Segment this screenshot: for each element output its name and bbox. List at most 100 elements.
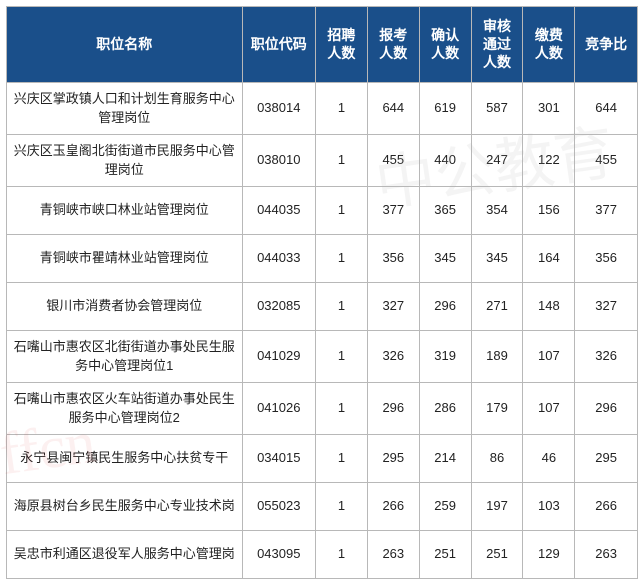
cell-name: 银川市消费者协会管理岗位 (7, 282, 243, 330)
cell-ratio: 455 (575, 134, 638, 186)
cell-ratio: 295 (575, 434, 638, 482)
cell-approved: 197 (471, 482, 523, 530)
table-row: 兴庆区玉皇阁北街街道市民服务中心管理岗位03801014554402471224… (7, 134, 638, 186)
cell-name: 青铜峡市峡口林业站管理岗位 (7, 186, 243, 234)
cell-approved: 354 (471, 186, 523, 234)
cell-confirm: 251 (419, 530, 471, 578)
cell-paid: 103 (523, 482, 575, 530)
cell-recruit: 1 (316, 434, 368, 482)
cell-recruit: 1 (316, 382, 368, 434)
cell-apply: 377 (367, 186, 419, 234)
cell-apply: 326 (367, 330, 419, 382)
cell-recruit: 1 (316, 186, 368, 234)
cell-name: 海原县树台乡民生服务中心专业技术岗 (7, 482, 243, 530)
cell-ratio: 263 (575, 530, 638, 578)
cell-ratio: 326 (575, 330, 638, 382)
table-row: 海原县树台乡民生服务中心专业技术岗0550231266259197103266 (7, 482, 638, 530)
cell-name: 石嘴山市惠农区北街街道办事处民生服务中心管理岗位1 (7, 330, 243, 382)
column-header: 职位代码 (242, 7, 315, 83)
cell-paid: 164 (523, 234, 575, 282)
table-row: 吴忠市利通区退役军人服务中心管理岗0430951263251251129263 (7, 530, 638, 578)
cell-recruit: 1 (316, 82, 368, 134)
cell-name: 青铜峡市瞿靖林业站管理岗位 (7, 234, 243, 282)
cell-recruit: 1 (316, 282, 368, 330)
table-row: 永宁县闽宁镇民生服务中心扶贫专干03401512952148646295 (7, 434, 638, 482)
cell-code: 038014 (242, 82, 315, 134)
column-header: 缴费人数 (523, 7, 575, 83)
cell-approved: 247 (471, 134, 523, 186)
cell-confirm: 619 (419, 82, 471, 134)
cell-ratio: 644 (575, 82, 638, 134)
cell-apply: 455 (367, 134, 419, 186)
cell-paid: 122 (523, 134, 575, 186)
cell-paid: 148 (523, 282, 575, 330)
cell-apply: 356 (367, 234, 419, 282)
column-header: 招聘人数 (316, 7, 368, 83)
table-row: 兴庆区掌政镇人口和计划生育服务中心管理岗位0380141644619587301… (7, 82, 638, 134)
cell-approved: 179 (471, 382, 523, 434)
cell-ratio: 296 (575, 382, 638, 434)
cell-paid: 107 (523, 382, 575, 434)
cell-paid: 107 (523, 330, 575, 382)
column-header: 确认人数 (419, 7, 471, 83)
cell-recruit: 1 (316, 134, 368, 186)
table-row: 石嘴山市惠农区北街街道办事处民生服务中心管理岗位1041029132631918… (7, 330, 638, 382)
cell-code: 038010 (242, 134, 315, 186)
cell-confirm: 345 (419, 234, 471, 282)
cell-name: 兴庆区玉皇阁北街街道市民服务中心管理岗位 (7, 134, 243, 186)
cell-apply: 327 (367, 282, 419, 330)
table-row: 银川市消费者协会管理岗位0320851327296271148327 (7, 282, 638, 330)
cell-confirm: 286 (419, 382, 471, 434)
cell-confirm: 296 (419, 282, 471, 330)
cell-name: 兴庆区掌政镇人口和计划生育服务中心管理岗位 (7, 82, 243, 134)
cell-recruit: 1 (316, 482, 368, 530)
cell-confirm: 259 (419, 482, 471, 530)
cell-code: 034015 (242, 434, 315, 482)
column-header: 审核通过人数 (471, 7, 523, 83)
cell-paid: 156 (523, 186, 575, 234)
cell-approved: 251 (471, 530, 523, 578)
cell-recruit: 1 (316, 530, 368, 578)
cell-confirm: 214 (419, 434, 471, 482)
cell-approved: 86 (471, 434, 523, 482)
cell-paid: 46 (523, 434, 575, 482)
cell-approved: 189 (471, 330, 523, 382)
cell-name: 永宁县闽宁镇民生服务中心扶贫专干 (7, 434, 243, 482)
cell-apply: 296 (367, 382, 419, 434)
cell-name: 吴忠市利通区退役军人服务中心管理岗 (7, 530, 243, 578)
cell-code: 041026 (242, 382, 315, 434)
cell-apply: 266 (367, 482, 419, 530)
cell-code: 041029 (242, 330, 315, 382)
cell-name: 石嘴山市惠农区火车站街道办事处民生服务中心管理岗位2 (7, 382, 243, 434)
cell-confirm: 440 (419, 134, 471, 186)
cell-code: 055023 (242, 482, 315, 530)
column-header: 竞争比 (575, 7, 638, 83)
cell-code: 044035 (242, 186, 315, 234)
column-header: 职位名称 (7, 7, 243, 83)
cell-paid: 129 (523, 530, 575, 578)
cell-recruit: 1 (316, 330, 368, 382)
cell-apply: 263 (367, 530, 419, 578)
column-header: 报考人数 (367, 7, 419, 83)
cell-confirm: 365 (419, 186, 471, 234)
cell-ratio: 377 (575, 186, 638, 234)
cell-ratio: 327 (575, 282, 638, 330)
cell-confirm: 319 (419, 330, 471, 382)
cell-apply: 295 (367, 434, 419, 482)
cell-apply: 644 (367, 82, 419, 134)
cell-approved: 345 (471, 234, 523, 282)
table-header-row: 职位名称职位代码招聘人数报考人数确认人数审核通过人数缴费人数竞争比 (7, 7, 638, 83)
table-body: 兴庆区掌政镇人口和计划生育服务中心管理岗位0380141644619587301… (7, 82, 638, 578)
table-row: 青铜峡市峡口林业站管理岗位0440351377365354156377 (7, 186, 638, 234)
cell-approved: 587 (471, 82, 523, 134)
cell-code: 044033 (242, 234, 315, 282)
cell-code: 032085 (242, 282, 315, 330)
cell-ratio: 356 (575, 234, 638, 282)
table-row: 石嘴山市惠农区火车站街道办事处民生服务中心管理岗位204102612962861… (7, 382, 638, 434)
cell-ratio: 266 (575, 482, 638, 530)
cell-approved: 271 (471, 282, 523, 330)
table-row: 青铜峡市瞿靖林业站管理岗位0440331356345345164356 (7, 234, 638, 282)
cell-recruit: 1 (316, 234, 368, 282)
job-table: 职位名称职位代码招聘人数报考人数确认人数审核通过人数缴费人数竞争比 兴庆区掌政镇… (6, 6, 638, 579)
cell-code: 043095 (242, 530, 315, 578)
